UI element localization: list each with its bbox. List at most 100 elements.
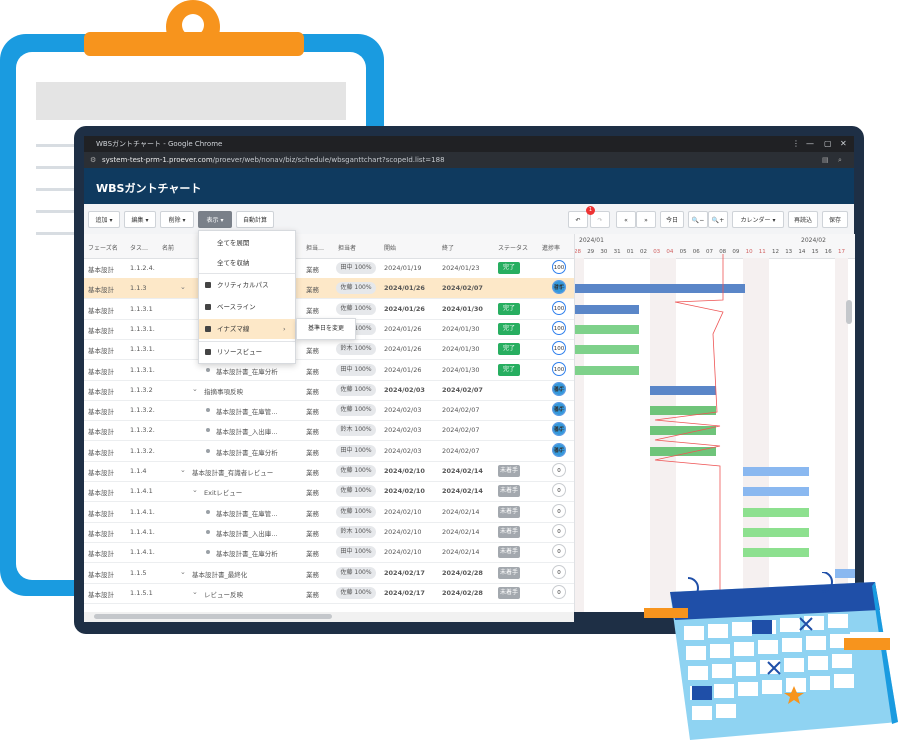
owner-pill[interactable]: 佐藤 100% [336,404,376,417]
gantt-bar[interactable] [742,467,809,476]
owner-pill[interactable]: 田中 100% [336,444,376,457]
table-row[interactable]: 基本設計 1.1.3.2. 基本設計書_在庫分析 業務 田中 100% 2024/02/0… [84,441,574,462]
status-badge[interactable]: 未着手 [498,566,520,579]
status-badge[interactable]: 未着手 [498,505,520,518]
gantt-bar[interactable] [835,568,855,578]
edit-button[interactable]: 編集 ▾ [124,211,156,228]
col-status[interactable]: ステータス [498,245,529,252]
gantt-bar[interactable] [650,426,717,436]
gantt-bar[interactable] [575,365,639,375]
checkbox-checked-icon[interactable] [205,349,211,355]
delete-button[interactable]: 削除 ▾ [160,211,194,228]
status-badge[interactable]: 完了 [498,262,520,274]
owner-pill[interactable]: 田中 100% [336,546,376,559]
horizontal-scroll-thumb[interactable] [94,614,332,619]
status-badge[interactable]: 完了 [498,322,520,335]
checkbox-checked-icon[interactable] [205,304,211,310]
table-row[interactable]: 基本設計 1.1.4.1. 基本設計書_在庫分析 業務 田中 100% 2024/02/1… [84,542,574,564]
owner-pill[interactable]: 佐藤 100% [336,586,376,599]
gantt-bar[interactable] [575,304,639,314]
col-progress[interactable]: 進捗率 [542,245,561,252]
gantt-bar[interactable] [575,324,639,334]
owner-pill[interactable]: 佐藤 100% [336,566,376,579]
table-row[interactable]: 基本設計 1.1.4.1. 基本設計書_入出庫… 業務 鈴木 100% 2024/02/1… [84,522,574,543]
submenu-change-base-date[interactable]: 基準日を変更 [296,318,356,340]
table-row[interactable]: 基本設計 1.1.3.2. 基本設計書_入出庫… 業務 鈴木 100% 2024/02/0… [84,420,574,442]
owner-pill[interactable]: 佐藤 100% [336,505,376,518]
site-info-icon[interactable]: ⚙ [90,156,97,164]
owner-pill[interactable]: 佐藤 100% [336,383,376,396]
gantt-bar[interactable] [742,507,809,517]
owner-pill[interactable]: 佐藤 100% [336,302,376,315]
col-name[interactable]: 名前 [162,245,175,252]
table-row[interactable]: 基本設計 1.1.5 ⌄ 基本設計書_最終化 業務 佐藤 100% 2024/02/17 20… [84,563,574,584]
gantt-bar[interactable] [650,406,717,416]
table-row[interactable]: 基本設計 1.1.5.1 ⌄ レビュー反映 業務 佐藤 100% 2024/02/17 202… [84,583,574,604]
status-badge[interactable]: 未着手 [498,485,520,498]
menu-expand-all[interactable]: 全てを展開 [199,233,295,253]
status-badge[interactable]: 完了 [498,302,520,315]
chevron-down-icon[interactable]: ⌄ [192,384,198,393]
calendar-button[interactable]: カレンダー ▾ [732,211,784,228]
table-row[interactable]: 基本設計 1.1.3.2. 基本設計書_在庫管… 業務 佐藤 100% 2024/02/0… [84,400,574,422]
close-icon[interactable]: ✕ [840,139,847,148]
menu-resource-view[interactable]: リソースビュー [199,341,295,362]
status-badge[interactable]: 未着手 [498,586,520,599]
menu-baseline[interactable]: ベースライン [199,297,295,317]
status-badge[interactable]: 未着手 [498,465,520,477]
next-button[interactable]: » [636,211,656,228]
chevron-down-icon[interactable]: ⌄ [180,283,186,292]
minimize-icon[interactable]: — [806,139,814,148]
owner-pill[interactable]: 田中 100% [336,262,376,274]
col-start[interactable]: 開始 [384,245,397,252]
menu-inazuma-line[interactable]: イナズマ線 › [199,319,295,339]
col-task[interactable]: タス… [130,245,149,252]
table-row[interactable]: 基本設計 1.1.4.1 ⌄ Exitレビュー 業務 佐藤 100% 2024/02/10 2… [84,481,574,503]
owner-pill[interactable]: 佐藤 100% [336,485,376,498]
zoom-in-button[interactable]: 🔍+ [708,211,728,228]
status-badge[interactable]: 完了 [498,363,520,376]
table-row[interactable]: 基本設計 1.1.3.1 業務 佐藤 100% 2024/01/26 2024/01/30… [84,299,574,320]
owner-pill[interactable]: 鈴木 100% [336,525,376,538]
redo-button[interactable]: ↷ [590,211,610,228]
translate-icon[interactable]: ▤ [822,156,829,164]
owner-pill[interactable]: 佐藤 100% [336,465,376,477]
address-bar[interactable]: system-test-prm-1.proever.com/proever/we… [84,152,854,168]
status-badge[interactable]: 未着手 [498,525,520,538]
gantt-bar[interactable] [575,345,639,355]
chevron-down-icon[interactable]: ⌄ [192,587,198,596]
checkbox-checked-icon[interactable] [205,326,211,332]
owner-pill[interactable]: 鈴木 100% [336,424,376,437]
col-type[interactable]: 担当… [306,245,325,252]
view-button[interactable]: 表示 ▾ [198,211,232,228]
search-icon[interactable]: ⌕ [838,156,842,164]
chevron-down-icon[interactable]: ⌄ [180,567,186,576]
gantt-bar[interactable] [650,385,717,395]
save-button[interactable]: 保存 [822,211,848,228]
gantt-bar[interactable] [650,446,717,456]
table-row[interactable]: 基本設計 1.1.4.1. 基本設計書_在庫管… 業務 佐藤 100% 2024/02/1… [84,502,574,523]
chevron-down-icon[interactable]: ⌄ [180,466,186,474]
table-row[interactable]: 基本設計 1.1.3.2 ⌄ 指摘事項反映 業務 佐藤 100% 2024/02/03 202… [84,380,574,401]
zoom-out-button[interactable]: 🔍− [688,211,708,228]
undo-button[interactable]: ↶ [568,211,588,228]
gantt-bar[interactable] [742,527,809,537]
status-badge[interactable]: 未着手 [498,546,520,559]
chevron-down-icon[interactable]: ⌄ [192,486,198,495]
today-button[interactable]: 今日 [660,211,684,228]
menu-dots-icon[interactable]: ⋮ [792,139,800,148]
col-owner[interactable]: 担当者 [338,245,357,252]
owner-pill[interactable]: 佐藤 100% [336,282,376,295]
add-button[interactable]: 追加 ▾ [88,211,120,228]
menu-collapse-all[interactable]: 全てを収納 [199,253,295,274]
table-row[interactable]: 基本設計 1.1.3 ⌄ 業務 佐藤 100% 2024/01/26 2024/02/07 着… [84,278,574,300]
status-badge[interactable]: 完了 [498,343,520,356]
checkbox-checked-icon[interactable] [205,282,211,288]
prev-button[interactable]: « [616,211,636,228]
table-row[interactable]: 基本設計 1.1.2.4. 業務 田中 100% 2024/01/19 2024/01/2… [84,258,574,279]
gantt-bar[interactable] [742,487,809,497]
owner-pill[interactable]: 鈴木 100% [336,343,376,356]
col-end[interactable]: 終了 [442,245,455,252]
table-row[interactable]: 基本設計 1.1.4 ⌄ 基本設計書_有識者レビュー 業務 佐藤 100% 2024/02/… [84,461,574,482]
